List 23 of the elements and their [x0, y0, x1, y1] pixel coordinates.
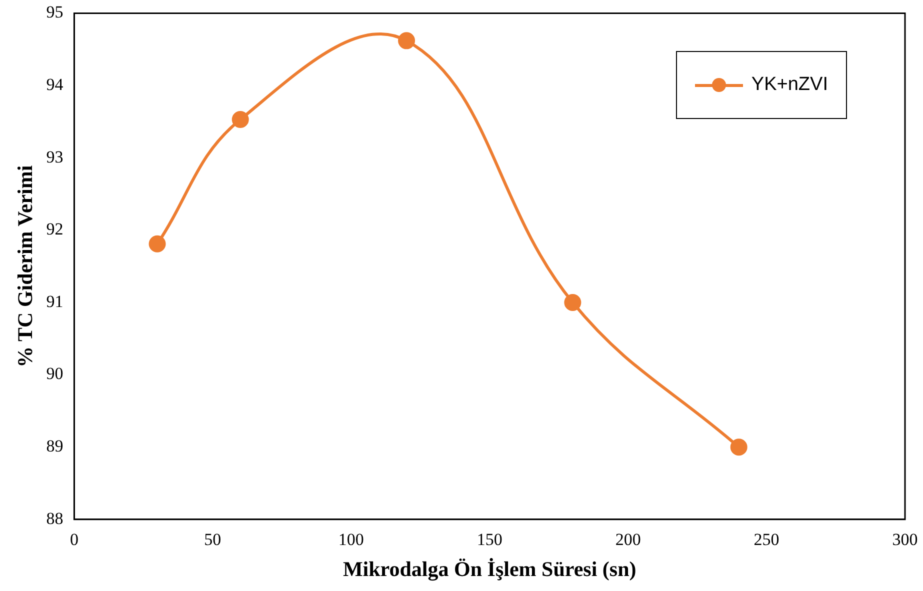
x-tick-label: 200: [615, 530, 641, 550]
y-tick-label: 91: [46, 292, 64, 311]
y-tick-label: 88: [46, 508, 64, 528]
y-tick-label: 89: [46, 436, 64, 456]
y-tick-label: 92: [46, 220, 64, 239]
y-tick-label: 94: [46, 74, 64, 94]
point: [148, 235, 166, 252]
x-tick-label: 50: [204, 530, 222, 550]
x-tick-label: 150: [476, 530, 502, 550]
x-axis-title: Mikrodalga Ön İşlem Süresi (sn): [342, 556, 636, 581]
legend-label: YK+nZVI: [751, 74, 828, 96]
x-tick-label: 0: [70, 530, 78, 550]
point: [564, 294, 582, 311]
x-tick-label: 300: [892, 530, 918, 550]
y-tick-label: 90: [46, 364, 64, 384]
y-axis-title: % TC Giderim Verimi: [13, 165, 38, 368]
point: [730, 438, 748, 456]
point: [232, 111, 249, 128]
point: [398, 32, 416, 50]
y-tick-label: 95: [46, 2, 64, 22]
y-tick-label: 93: [46, 147, 64, 166]
x-tick-label: 250: [754, 530, 780, 550]
x-tick-label: 100: [338, 530, 364, 550]
